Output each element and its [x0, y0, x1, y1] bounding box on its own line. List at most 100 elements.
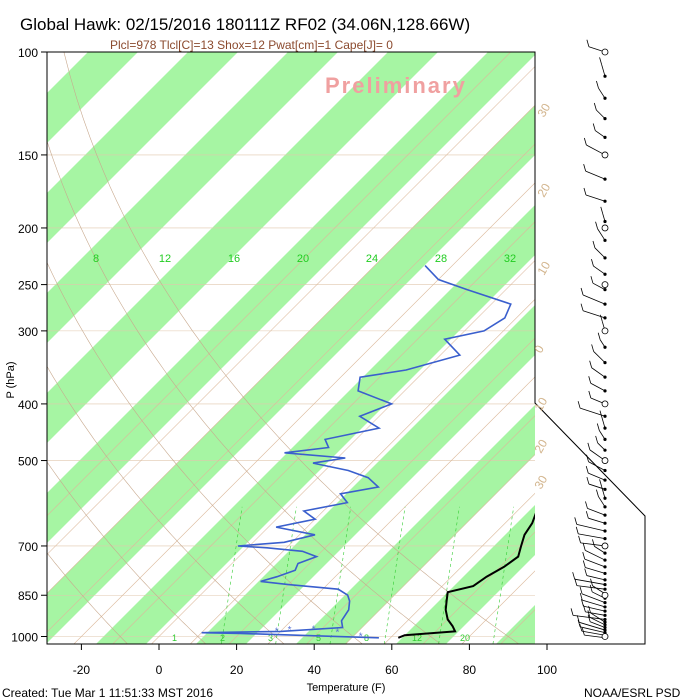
wind-barb-flag	[599, 57, 602, 65]
wind-barb	[576, 585, 606, 590]
side-number-label: 20	[531, 437, 550, 456]
y-tick-label: 250	[18, 279, 38, 293]
wind-dot	[603, 375, 607, 379]
y-tick-label: 700	[18, 540, 38, 554]
wind-dot	[603, 565, 607, 569]
wind-barb-flag	[599, 410, 603, 418]
side-number-label: 30	[531, 473, 550, 492]
top-number-label: 20	[297, 253, 309, 265]
ice-marker: *	[288, 625, 292, 636]
wind-barb	[579, 621, 606, 631]
wind-barb-flag	[584, 568, 588, 576]
wind-barb-flag	[587, 614, 591, 622]
wind-level-circle	[601, 224, 609, 232]
wind-dot	[603, 361, 607, 365]
y-tick-label: 200	[18, 222, 38, 236]
isotherm-line	[47, 104, 535, 594]
wind-dot	[603, 448, 607, 452]
isotherm-line	[47, 52, 511, 517]
wind-level-circle	[601, 151, 609, 159]
wind-barb-flag	[591, 258, 594, 267]
wind-barb-flag	[577, 619, 581, 627]
wind-dot	[603, 496, 607, 500]
ice-marker: *	[335, 628, 339, 639]
watermark-preliminary: Preliminary	[325, 73, 467, 98]
mixing-ratio-line	[384, 506, 406, 644]
x-tick-label: 0	[156, 663, 163, 677]
isotherm-line	[47, 66, 535, 555]
wind-barb-flag	[580, 287, 584, 296]
wind-dot	[603, 116, 607, 121]
mixing-ratio-line	[221, 506, 243, 644]
y-tick-label: 1000	[11, 630, 38, 644]
wind-dot	[603, 135, 607, 140]
wind-barb-flag	[582, 543, 586, 551]
wind-barb	[589, 617, 606, 626]
wind-barb	[590, 382, 606, 392]
wind-dot	[603, 316, 607, 320]
top-number-label: 32	[504, 253, 516, 265]
wind-barb	[573, 614, 606, 620]
wind-barb-flag	[593, 102, 597, 111]
wind-dot	[603, 582, 607, 587]
mixing-ratio-line	[329, 506, 352, 644]
wind-dot	[603, 219, 607, 224]
wind-barb	[596, 109, 606, 119]
top-number-label: 12	[159, 253, 171, 265]
wind-barb-flag	[583, 137, 587, 146]
isotherm-line	[695, 52, 700, 644]
wind-dot	[603, 177, 607, 181]
wind-barb	[588, 472, 606, 481]
wind-barb	[585, 194, 606, 202]
wind-barb-flag	[599, 314, 603, 322]
mixing-ratio-line	[438, 506, 460, 644]
y-tick-label: 850	[18, 589, 38, 603]
top-number-label: 28	[435, 253, 447, 265]
wind-level-circle	[601, 281, 609, 288]
dry-adiabat	[47, 140, 441, 644]
wind-level-circle	[601, 457, 609, 464]
wind-barb-flag	[588, 376, 592, 384]
isotherm-line	[228, 337, 535, 644]
wind-barb	[597, 442, 606, 451]
shaded-band	[396, 505, 535, 644]
wind-dot	[603, 389, 607, 393]
wind-level-circle	[601, 633, 609, 640]
wind-barb	[585, 611, 606, 616]
mixing-ratio-line	[492, 506, 515, 644]
wind-dot	[603, 426, 607, 430]
wind-barb-flag	[589, 360, 593, 368]
wind-barb	[586, 144, 606, 156]
dewpoint-line	[201, 265, 512, 639]
side-number-label: 20	[534, 181, 553, 200]
wind-dot	[603, 272, 607, 276]
wind-barb	[593, 265, 606, 275]
wind-barb-flag	[579, 623, 583, 632]
mixing-ratio-label: 20	[460, 633, 470, 643]
dry-adiabat	[47, 461, 207, 644]
side-number-label: 30	[534, 101, 553, 120]
dry-adiabat	[63, 52, 519, 644]
wind-dot	[603, 302, 607, 306]
y-tick-label: 150	[18, 149, 38, 163]
side-number-label: 10	[531, 395, 550, 414]
shaded-band	[640, 0, 700, 700]
wind-dot	[603, 74, 607, 78]
wind-barb-flag	[574, 578, 578, 586]
isotherm-line	[384, 492, 535, 644]
x-tick-label: 60	[385, 663, 399, 677]
wind-barb	[588, 461, 606, 471]
wind-barb	[582, 294, 606, 305]
wind-level-circle	[601, 400, 609, 408]
wind-barb	[581, 630, 606, 636]
wind-dot	[603, 437, 607, 441]
wind-dot	[603, 605, 607, 609]
wind-barb	[580, 542, 606, 547]
wind-barb-flag	[588, 390, 592, 399]
shaded-band	[47, 52, 535, 543]
isotherm-line	[539, 52, 700, 644]
x-tick-label: -20	[73, 663, 91, 677]
shaded-band	[47, 52, 438, 443]
mixing-ratio-label: 2	[220, 633, 225, 643]
